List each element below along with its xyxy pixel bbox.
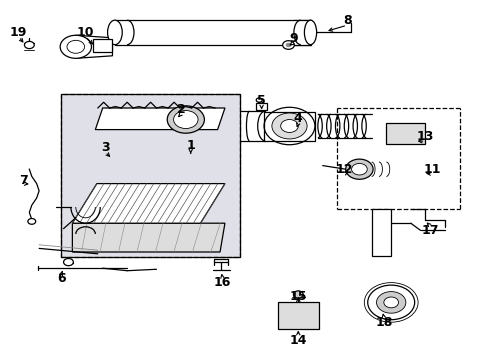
Bar [61,94,239,257]
Circle shape [256,98,262,102]
Polygon shape [115,20,310,45]
Circle shape [383,297,398,308]
Text: 2: 2 [176,103,185,116]
Circle shape [351,163,366,175]
Circle shape [376,292,405,313]
Ellipse shape [304,20,316,45]
Polygon shape [76,35,112,58]
Circle shape [173,111,198,129]
Circle shape [271,113,306,139]
Bar [386,123,425,144]
Bar [277,302,319,329]
Polygon shape [72,184,224,223]
Circle shape [345,159,372,179]
Circle shape [28,219,36,224]
Text: 17: 17 [421,224,438,237]
Text: 19: 19 [10,26,27,39]
Circle shape [264,107,314,145]
Text: 14: 14 [289,334,306,347]
Text: 11: 11 [423,163,441,176]
Text: 18: 18 [374,316,392,329]
Circle shape [282,41,294,49]
Text: 6: 6 [57,273,65,285]
Text: 10: 10 [77,26,94,39]
Circle shape [285,43,290,47]
Circle shape [367,285,414,320]
Text: 15: 15 [289,291,306,303]
Polygon shape [371,209,390,256]
Ellipse shape [107,20,122,45]
Circle shape [167,106,204,133]
Circle shape [67,40,84,53]
Text: 16: 16 [213,276,231,289]
Bar [256,103,266,110]
Text: 3: 3 [101,141,109,154]
Circle shape [24,41,34,49]
Text: 1: 1 [186,139,195,152]
Text: 9: 9 [288,32,297,45]
Circle shape [293,291,303,298]
Bar [93,39,112,52]
Circle shape [63,258,73,266]
Circle shape [280,120,298,132]
Text: 13: 13 [416,130,433,143]
Text: 5: 5 [257,94,265,107]
Text: 12: 12 [335,163,353,176]
Polygon shape [72,223,224,252]
Text: 4: 4 [293,112,302,125]
Circle shape [60,35,91,58]
Bar [264,112,314,141]
Polygon shape [95,108,224,130]
Text: 7: 7 [19,174,28,186]
Text: 8: 8 [342,14,351,27]
